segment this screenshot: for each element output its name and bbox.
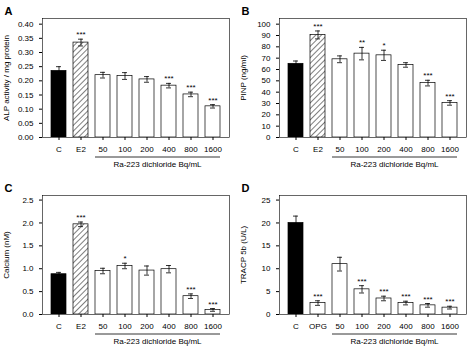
svg-text:Ra-223 dichloride Bq/mL: Ra-223 dichloride Bq/mL <box>350 337 439 346</box>
svg-text:400: 400 <box>399 322 413 331</box>
svg-text:***: *** <box>445 92 454 101</box>
svg-text:30: 30 <box>262 99 271 108</box>
svg-text:200: 200 <box>377 145 391 154</box>
svg-text:ALP activity / mg protein: ALP activity / mg protein <box>2 35 11 121</box>
svg-text:70: 70 <box>262 54 271 63</box>
svg-text:0.00: 0.00 <box>18 133 34 142</box>
svg-text:1600: 1600 <box>204 145 222 154</box>
svg-text:TRACP 5b (U/L): TRACP 5b (U/L) <box>239 226 248 284</box>
svg-text:0: 0 <box>266 133 271 142</box>
svg-text:100: 100 <box>257 20 271 29</box>
svg-text:25: 25 <box>262 196 271 205</box>
svg-text:B: B <box>242 5 250 17</box>
svg-text:400: 400 <box>162 322 176 331</box>
svg-text:Calcium (nM): Calcium (nM) <box>2 231 11 279</box>
svg-text:C: C <box>56 322 62 331</box>
svg-text:***: *** <box>186 285 195 294</box>
svg-text:***: *** <box>313 292 322 301</box>
svg-text:2.5: 2.5 <box>22 196 34 205</box>
svg-text:Ra-223 dichloride Bq/mL: Ra-223 dichloride Bq/mL <box>350 160 439 169</box>
svg-text:**: ** <box>359 38 365 47</box>
svg-text:***: *** <box>76 213 85 222</box>
svg-text:C: C <box>293 145 299 154</box>
svg-text:0.15: 0.15 <box>18 91 34 100</box>
svg-text:0: 0 <box>266 310 271 319</box>
svg-text:***: *** <box>164 74 173 83</box>
svg-text:1600: 1600 <box>204 322 222 331</box>
svg-text:A: A <box>5 5 13 17</box>
svg-text:OPG: OPG <box>309 322 327 331</box>
svg-text:10: 10 <box>262 264 271 273</box>
svg-text:20: 20 <box>262 219 271 228</box>
svg-text:E2: E2 <box>313 145 323 154</box>
svg-text:50: 50 <box>99 145 108 154</box>
svg-text:E2: E2 <box>76 322 86 331</box>
svg-text:E2: E2 <box>76 145 86 154</box>
svg-text:5: 5 <box>266 287 271 296</box>
svg-text:800: 800 <box>184 145 198 154</box>
svg-text:1600: 1600 <box>441 322 459 331</box>
svg-text:0.5: 0.5 <box>22 287 34 296</box>
svg-text:100: 100 <box>118 145 132 154</box>
svg-text:100: 100 <box>355 322 369 331</box>
svg-text:***: *** <box>313 22 322 31</box>
svg-text:*: * <box>123 254 126 263</box>
svg-text:***: *** <box>379 287 388 296</box>
svg-text:60: 60 <box>262 65 271 74</box>
svg-text:0.35: 0.35 <box>18 34 34 43</box>
svg-text:50: 50 <box>99 322 108 331</box>
svg-text:200: 200 <box>377 322 391 331</box>
svg-text:20: 20 <box>262 110 271 119</box>
svg-text:90: 90 <box>262 31 271 40</box>
svg-text:D: D <box>242 182 250 194</box>
svg-text:***: *** <box>423 295 432 304</box>
svg-text:*: * <box>382 41 385 50</box>
svg-text:0.0: 0.0 <box>22 310 34 319</box>
svg-text:50: 50 <box>336 322 345 331</box>
svg-text:800: 800 <box>421 145 435 154</box>
svg-text:***: *** <box>208 96 217 105</box>
svg-text:0.20: 0.20 <box>18 76 34 85</box>
svg-text:C: C <box>293 322 299 331</box>
svg-text:200: 200 <box>140 145 154 154</box>
svg-text:PINP (ng/ml): PINP (ng/ml) <box>239 55 248 101</box>
svg-text:***: *** <box>186 83 195 92</box>
svg-text:50: 50 <box>336 145 345 154</box>
svg-text:400: 400 <box>399 145 413 154</box>
svg-text:Ra-223 dichloride Bq/mL: Ra-223 dichloride Bq/mL <box>113 337 202 346</box>
svg-text:200: 200 <box>140 322 154 331</box>
svg-text:80: 80 <box>262 42 271 51</box>
svg-text:0.40: 0.40 <box>18 20 34 29</box>
svg-text:2.0: 2.0 <box>22 219 34 228</box>
svg-text:Ra-223 dichloride Bq/mL: Ra-223 dichloride Bq/mL <box>113 160 202 169</box>
svg-text:1.0: 1.0 <box>22 264 34 273</box>
svg-text:15: 15 <box>262 241 271 250</box>
svg-text:0.10: 0.10 <box>18 105 34 114</box>
svg-text:10: 10 <box>262 122 271 131</box>
svg-text:1.5: 1.5 <box>22 241 34 250</box>
svg-text:800: 800 <box>184 322 198 331</box>
svg-text:***: *** <box>357 277 366 286</box>
svg-text:1600: 1600 <box>441 145 459 154</box>
svg-text:50: 50 <box>262 76 271 85</box>
svg-text:100: 100 <box>355 145 369 154</box>
svg-text:***: *** <box>76 30 85 39</box>
svg-text:0.30: 0.30 <box>18 48 34 57</box>
svg-text:400: 400 <box>162 145 176 154</box>
svg-text:***: *** <box>208 300 217 309</box>
svg-text:100: 100 <box>118 322 132 331</box>
svg-text:0.05: 0.05 <box>18 119 34 128</box>
svg-text:800: 800 <box>421 322 435 331</box>
svg-text:40: 40 <box>262 88 271 97</box>
svg-text:***: *** <box>445 297 454 306</box>
svg-text:0.25: 0.25 <box>18 62 34 71</box>
svg-text:C: C <box>56 145 62 154</box>
svg-text:***: *** <box>423 71 432 80</box>
svg-text:C: C <box>5 182 13 194</box>
svg-text:***: *** <box>401 292 410 301</box>
